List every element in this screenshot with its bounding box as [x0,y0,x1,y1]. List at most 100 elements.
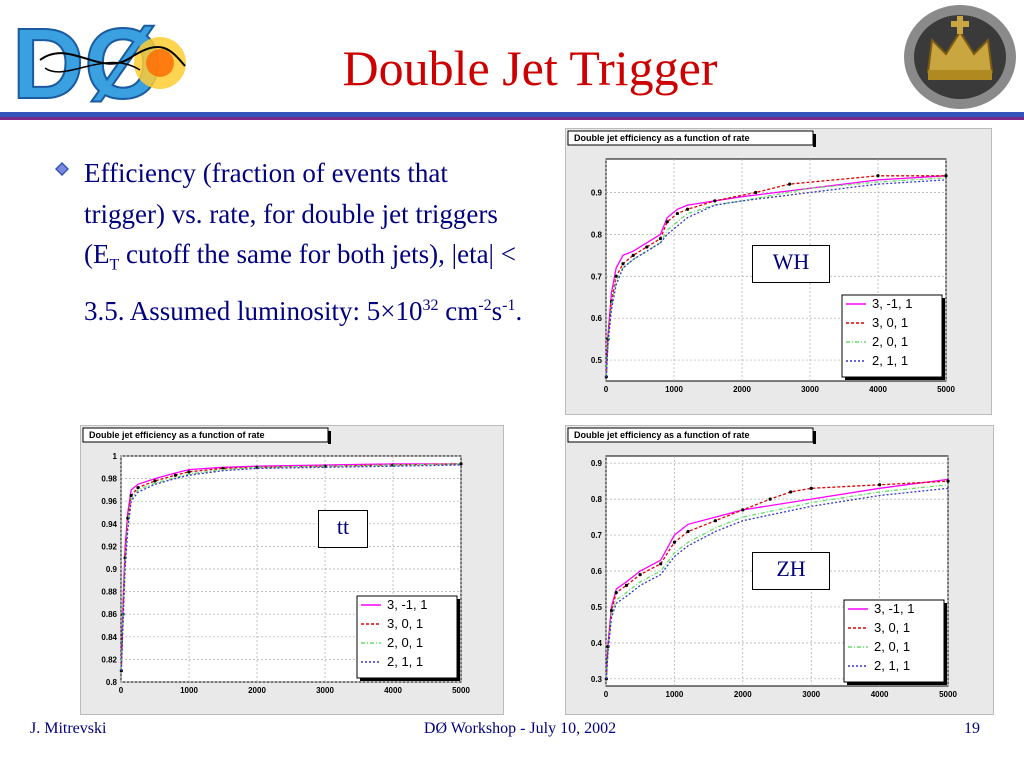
data-point [624,583,629,587]
y-tick-label: 0.5 [591,603,603,612]
series-line [605,179,947,377]
y-tick-label: 0.9 [106,565,118,574]
y-tick-label: 0.94 [101,520,117,529]
data-point [658,236,662,241]
y-tick-label: 0.9 [591,189,603,198]
x-tick-label: 0 [119,686,124,695]
data-point [789,490,793,494]
data-point [136,486,140,490]
data-point [768,497,772,501]
data-point [638,572,642,577]
chart-panel-wh: Double jet efficiency as a function of r… [565,128,992,415]
data-point [686,529,690,534]
y-tick-label: 0.7 [591,272,603,281]
legend-label: 3, 0, 1 [387,616,423,631]
x-tick-label: 3000 [801,385,819,394]
y-tick-label: 0.7 [591,531,603,540]
x-tick-label: 5000 [939,690,957,699]
series-line [605,175,947,377]
data-point [459,462,463,466]
data-point [878,483,882,487]
chart-tag-zh: ZH [752,552,830,590]
x-tick-label: 5000 [452,686,470,695]
footer-page-number: 19 [964,720,980,737]
efficiency-chart-tt: Double jet efficiency as a function of r… [82,427,470,695]
y-tick-label: 0.88 [101,588,117,597]
footer-author: J. Mitrevski [30,720,107,737]
y-tick-label: 0.5 [591,356,603,365]
series-line [605,484,949,679]
legend-box [841,294,943,378]
series-line [605,478,949,679]
data-point [741,508,745,512]
y-tick-label: 0.8 [591,495,603,504]
diamond-bullet-icon [55,162,69,176]
crown-seal-logo [904,5,1016,109]
legend-label: 2, 0, 1 [872,334,908,349]
data-point [609,608,614,613]
y-tick-label: 0.9 [591,459,603,468]
y-tick-label: 1 [113,452,118,461]
data-point [713,519,718,523]
chart-title: Double jet efficiency as a function of r… [89,430,265,440]
data-point [788,182,792,186]
data-point [645,245,649,249]
y-tick-label: 0.96 [101,497,117,506]
chart-title: Double jet efficiency as a function of r… [574,430,750,440]
y-tick-label: 0.84 [101,633,117,642]
y-tick-label: 0.8 [591,230,603,239]
y-tick-label: 0.3 [591,675,603,684]
chart-title: Double jet efficiency as a function of r… [574,133,750,143]
x-tick-label: 1000 [666,690,684,699]
data-point [129,493,133,498]
y-tick-label: 0.98 [101,475,117,484]
legend-label: 3, -1, 1 [874,601,914,616]
efficiency-chart-zh: Double jet efficiency as a function of r… [567,427,957,699]
legend-label: 2, 1, 1 [872,353,908,368]
data-point [713,199,717,203]
data-point [173,473,177,477]
data-point [876,174,880,178]
series-line [120,463,462,671]
x-tick-label: 0 [604,690,609,699]
title-rule [0,112,1024,117]
data-point [604,677,608,681]
legend-label: 3, 0, 1 [874,620,910,635]
legend-label: 2, 1, 1 [874,658,910,673]
series-line [605,480,949,679]
data-point [754,190,758,195]
x-tick-label: 2000 [248,686,266,695]
y-tick-label: 0.4 [591,639,603,648]
chart-panel-tt: Double jet efficiency as a function of r… [80,425,504,715]
data-point [672,540,676,544]
data-point [809,486,813,490]
data-point [153,479,157,483]
legend-box [356,595,458,679]
series-line [605,175,946,377]
title-rule-accent [0,117,1024,120]
legend-box [843,599,945,683]
d0-experiment-logo: DØ [10,8,200,108]
y-tick-label: 0.6 [591,567,603,576]
y-tick-label: 0.6 [591,314,603,323]
x-tick-label: 0 [604,385,609,394]
y-tick-label: 0.82 [101,655,117,664]
data-point [686,207,690,211]
legend-label: 2, 1, 1 [387,654,423,669]
legend-label: 3, -1, 1 [387,597,427,612]
data-point [946,479,950,483]
data-point [944,174,948,178]
x-tick-label: 2000 [733,385,751,394]
series-line [605,177,947,377]
x-tick-label: 4000 [869,385,887,394]
y-tick-label: 0.92 [101,542,117,551]
data-point [665,220,669,224]
x-tick-label: 4000 [384,686,402,695]
legend-label: 3, -1, 1 [872,296,912,311]
data-point [621,262,625,266]
x-tick-label: 1000 [665,385,683,394]
y-tick-label: 0.86 [101,610,117,619]
y-tick-label: 0.8 [106,678,118,687]
footer-event: DØ Workshop - July 10, 2002 [423,720,617,737]
x-tick-label: 4000 [871,690,889,699]
